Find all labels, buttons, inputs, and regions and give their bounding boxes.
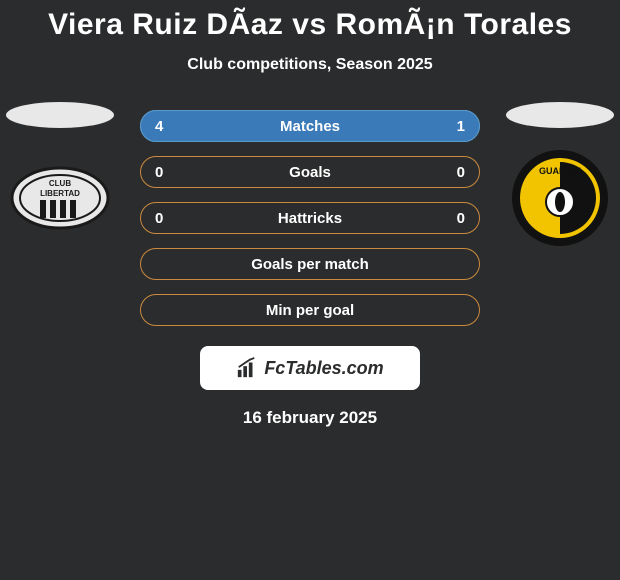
left-flag-ellipse <box>6 102 114 128</box>
fctables-watermark: FcTables.com <box>200 346 420 390</box>
page-title: Viera Ruiz DÃ­az vs RomÃ¡n Torales <box>0 0 620 42</box>
stat-label: Goals per match <box>251 256 369 273</box>
stat-left-value: 4 <box>155 118 163 135</box>
stat-bar-min-per-goal: Min per goal <box>140 294 480 326</box>
stat-label: Min per goal <box>266 302 354 319</box>
svg-text:LIBERTAD: LIBERTAD <box>40 189 80 198</box>
stat-right-value: 0 <box>457 164 465 181</box>
stat-bar-matches: 4 Matches 1 <box>140 110 480 142</box>
stat-label: Hattricks <box>278 210 342 227</box>
fctables-label: FcTables.com <box>264 358 383 379</box>
stats-bars: 4 Matches 1 0 Goals 0 0 Hattricks 0 Goal… <box>140 110 480 326</box>
svg-text:CLUB: CLUB <box>49 179 71 188</box>
left-player-badge: CLUB LIBERTAD <box>0 102 120 240</box>
comparison-date: 16 february 2025 <box>0 408 620 428</box>
stat-right-value: 1 <box>457 118 465 135</box>
stat-left-value: 0 <box>155 164 163 181</box>
stat-right-value: 0 <box>457 210 465 227</box>
comparison-content: CLUB LIBERTAD GUARANI <box>0 110 620 428</box>
stat-bar-hattricks: 0 Hattricks 0 <box>140 202 480 234</box>
right-club-crest-icon: GUARANI <box>510 156 610 240</box>
right-flag-ellipse <box>506 102 614 128</box>
page-subtitle: Club competitions, Season 2025 <box>0 56 620 74</box>
stat-label: Goals <box>289 164 331 181</box>
bar-chart-icon <box>236 357 258 379</box>
stat-bar-goals-per-match: Goals per match <box>140 248 480 280</box>
left-club-crest-icon: CLUB LIBERTAD <box>10 156 110 240</box>
stat-left-value: 0 <box>155 210 163 227</box>
stat-bar-goals: 0 Goals 0 <box>140 156 480 188</box>
stat-label: Matches <box>280 118 340 135</box>
right-player-badge: GUARANI <box>500 102 620 240</box>
svg-text:GUARANI: GUARANI <box>539 166 581 176</box>
